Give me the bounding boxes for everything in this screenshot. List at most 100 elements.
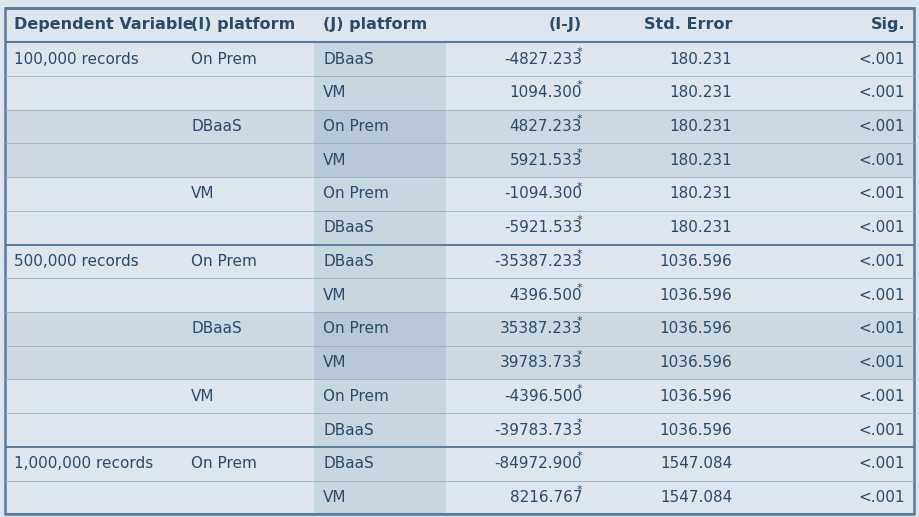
Bar xyxy=(446,76,592,110)
Text: *: * xyxy=(576,181,583,192)
Text: <.001: <.001 xyxy=(858,254,905,269)
Bar xyxy=(742,278,914,312)
Bar xyxy=(742,110,914,143)
Bar xyxy=(592,379,742,413)
Text: <.001: <.001 xyxy=(858,389,905,404)
Bar xyxy=(5,346,182,379)
Text: *: * xyxy=(576,47,583,57)
Text: 180.231: 180.231 xyxy=(670,85,732,100)
Text: (I) platform: (I) platform xyxy=(191,18,295,33)
Text: *: * xyxy=(576,249,583,259)
Bar xyxy=(182,76,314,110)
Text: 100,000 records: 100,000 records xyxy=(14,52,139,67)
Bar xyxy=(592,110,742,143)
Text: <.001: <.001 xyxy=(858,220,905,235)
Text: <.001: <.001 xyxy=(858,187,905,202)
Text: 1547.084: 1547.084 xyxy=(660,457,732,472)
Bar xyxy=(314,447,446,481)
Bar xyxy=(592,346,742,379)
Text: On Prem: On Prem xyxy=(191,254,257,269)
Text: *: * xyxy=(576,316,583,326)
Bar xyxy=(5,312,182,346)
Text: VM: VM xyxy=(191,389,215,404)
Text: DBaaS: DBaaS xyxy=(323,220,374,235)
Text: 1036.596: 1036.596 xyxy=(660,287,732,302)
Bar xyxy=(446,211,592,245)
Bar xyxy=(446,379,592,413)
Text: (I-J): (I-J) xyxy=(550,18,583,33)
Bar xyxy=(5,8,914,42)
Bar xyxy=(592,177,742,211)
Bar xyxy=(182,110,314,143)
Text: DBaaS: DBaaS xyxy=(323,457,374,472)
Text: 1036.596: 1036.596 xyxy=(660,322,732,337)
Bar xyxy=(182,211,314,245)
Bar xyxy=(446,143,592,177)
Bar xyxy=(314,278,446,312)
Text: On Prem: On Prem xyxy=(191,457,257,472)
Bar xyxy=(5,76,182,110)
Text: On Prem: On Prem xyxy=(323,322,389,337)
Bar xyxy=(592,143,742,177)
Bar xyxy=(742,312,914,346)
Bar xyxy=(314,481,446,514)
Bar xyxy=(182,413,314,447)
Bar xyxy=(446,278,592,312)
Text: <.001: <.001 xyxy=(858,322,905,337)
Text: *: * xyxy=(576,148,583,158)
Text: 4827.233: 4827.233 xyxy=(510,119,583,134)
Text: DBaaS: DBaaS xyxy=(191,322,242,337)
Bar xyxy=(314,42,446,76)
Bar xyxy=(742,177,914,211)
Text: <.001: <.001 xyxy=(858,355,905,370)
Text: *: * xyxy=(576,485,583,495)
Text: <.001: <.001 xyxy=(858,490,905,505)
Bar xyxy=(5,211,182,245)
Bar xyxy=(182,447,314,481)
Text: *: * xyxy=(576,418,583,428)
Bar xyxy=(742,379,914,413)
Text: VM: VM xyxy=(323,355,346,370)
Text: *: * xyxy=(576,283,583,293)
Bar xyxy=(446,110,592,143)
Text: 1036.596: 1036.596 xyxy=(660,422,732,437)
Text: -1094.300: -1094.300 xyxy=(505,187,583,202)
Bar xyxy=(5,110,182,143)
Bar xyxy=(592,481,742,514)
Bar xyxy=(5,143,182,177)
Bar xyxy=(182,481,314,514)
Text: <.001: <.001 xyxy=(858,153,905,168)
Bar xyxy=(314,76,446,110)
Bar xyxy=(592,312,742,346)
Text: *: * xyxy=(576,114,583,124)
Bar xyxy=(314,110,446,143)
Text: -39783.733: -39783.733 xyxy=(494,422,583,437)
Text: DBaaS: DBaaS xyxy=(323,52,374,67)
Bar xyxy=(592,245,742,278)
Text: -84972.900: -84972.900 xyxy=(494,457,583,472)
Text: DBaaS: DBaaS xyxy=(323,422,374,437)
Text: -5921.533: -5921.533 xyxy=(505,220,583,235)
Text: 4396.500: 4396.500 xyxy=(510,287,583,302)
Bar xyxy=(314,379,446,413)
Bar xyxy=(314,143,446,177)
Text: DBaaS: DBaaS xyxy=(323,254,374,269)
Bar xyxy=(182,177,314,211)
Text: On Prem: On Prem xyxy=(323,187,389,202)
Bar xyxy=(314,312,446,346)
Bar xyxy=(182,278,314,312)
Bar xyxy=(742,76,914,110)
Bar xyxy=(446,245,592,278)
Text: 5921.533: 5921.533 xyxy=(510,153,583,168)
Bar xyxy=(592,211,742,245)
Text: 1036.596: 1036.596 xyxy=(660,389,732,404)
Text: 180.231: 180.231 xyxy=(670,220,732,235)
Text: 39783.733: 39783.733 xyxy=(500,355,583,370)
Bar xyxy=(182,42,314,76)
Bar xyxy=(446,177,592,211)
Bar xyxy=(182,379,314,413)
Text: On Prem: On Prem xyxy=(323,119,389,134)
Text: -4827.233: -4827.233 xyxy=(505,52,583,67)
Bar xyxy=(446,346,592,379)
Text: Dependent Variable: Dependent Variable xyxy=(14,18,194,33)
